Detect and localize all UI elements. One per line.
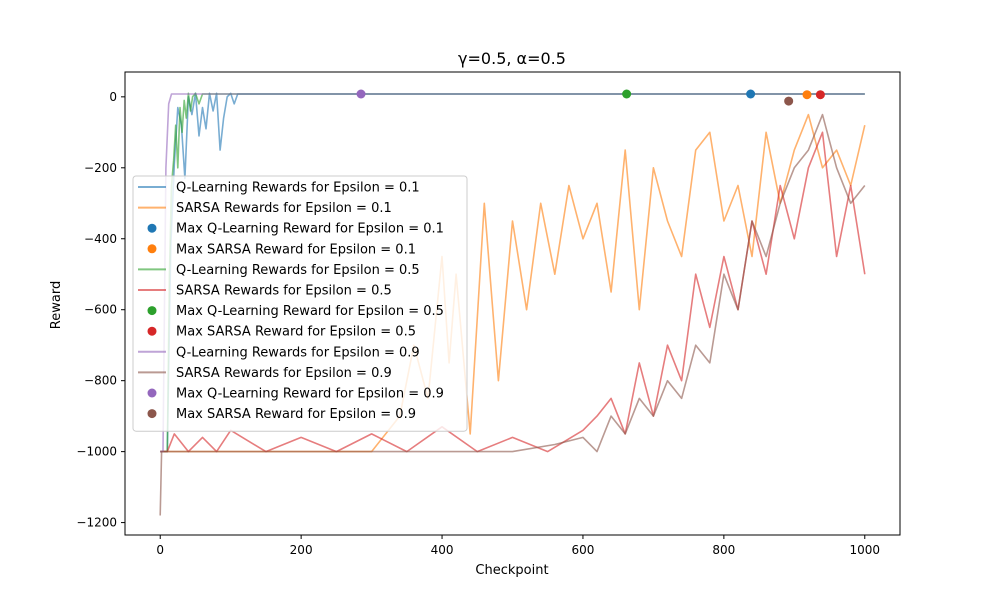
axes: 0 200 400 600 800 1000 0 −200 −400 −600 −800 −1000 −… [76,71,901,557]
x-axis-label: Checkpoint [475,563,548,578]
max-point-max-q-learning-reward-for-epsilon-0-9 [356,89,366,99]
y-tick-label: −1200 [76,516,117,530]
legend-point-swatch [147,388,157,398]
legend-label: SARSA Rewards for Epsilon = 0.9 [176,366,392,381]
chart-title: γ=0.5, α=0.5 [458,49,566,68]
legend-point-swatch [147,223,157,233]
y-tick-label: −600 [84,303,117,317]
legend-point-swatch [147,306,157,316]
legend-label: Max Q-Learning Reward for Epsilon = 0.5 [176,304,444,319]
y-axis-label: Reward [49,281,64,329]
x-tick-label: 0 [156,543,164,557]
legend-label: Max SARSA Reward for Epsilon = 0.5 [176,325,416,340]
y-tick-label: −400 [84,232,117,246]
legend-label: Max Q-Learning Reward for Epsilon = 0.1 [176,222,444,237]
legend-label: Q-Learning Rewards for Epsilon = 0.1 [176,181,420,196]
legend-label: Max Q-Learning Reward for Epsilon = 0.9 [176,387,444,402]
max-point-max-sarsa-reward-for-epsilon-0-1 [802,90,812,100]
max-point-max-q-learning-reward-for-epsilon-0-1 [746,89,756,99]
x-tick-label: 600 [572,543,595,557]
y-tick-label: −200 [84,161,117,175]
legend-label: Max SARSA Reward for Epsilon = 0.1 [176,242,416,257]
legend-label: Q-Learning Rewards for Epsilon = 0.5 [176,263,420,278]
max-point-max-q-learning-reward-for-epsilon-0-5 [622,89,632,99]
legend-point-swatch [147,409,157,419]
max-points-layer [356,89,825,106]
y-tick-label: 0 [109,90,117,104]
max-point-max-sarsa-reward-for-epsilon-0-9 [784,96,794,106]
y-tick-label: −800 [84,374,117,388]
x-tick-label: 200 [290,543,313,557]
legend-point-swatch [147,326,157,336]
x-tick-label: 400 [431,543,454,557]
series-line-sarsa-rewards-for-epsilon-0-9 [159,113,866,516]
legend-point-swatch [147,244,157,254]
max-point-max-sarsa-reward-for-epsilon-0-5 [815,90,825,100]
x-tick-label: 1000 [849,543,880,557]
x-tick-label: 800 [712,543,735,557]
legend-label: SARSA Rewards for Epsilon = 0.5 [176,284,392,299]
legend-label: SARSA Rewards for Epsilon = 0.1 [176,201,392,216]
plot-frame [124,71,901,536]
legend-label: Q-Learning Rewards for Epsilon = 0.9 [176,345,420,360]
legend-box [132,175,468,432]
legend-label: Max SARSA Reward for Epsilon = 0.9 [176,407,416,422]
legend: Q-Learning Rewards for Epsilon = 0.1 SARS… [132,175,468,432]
y-tick-label: −1000 [76,445,117,459]
